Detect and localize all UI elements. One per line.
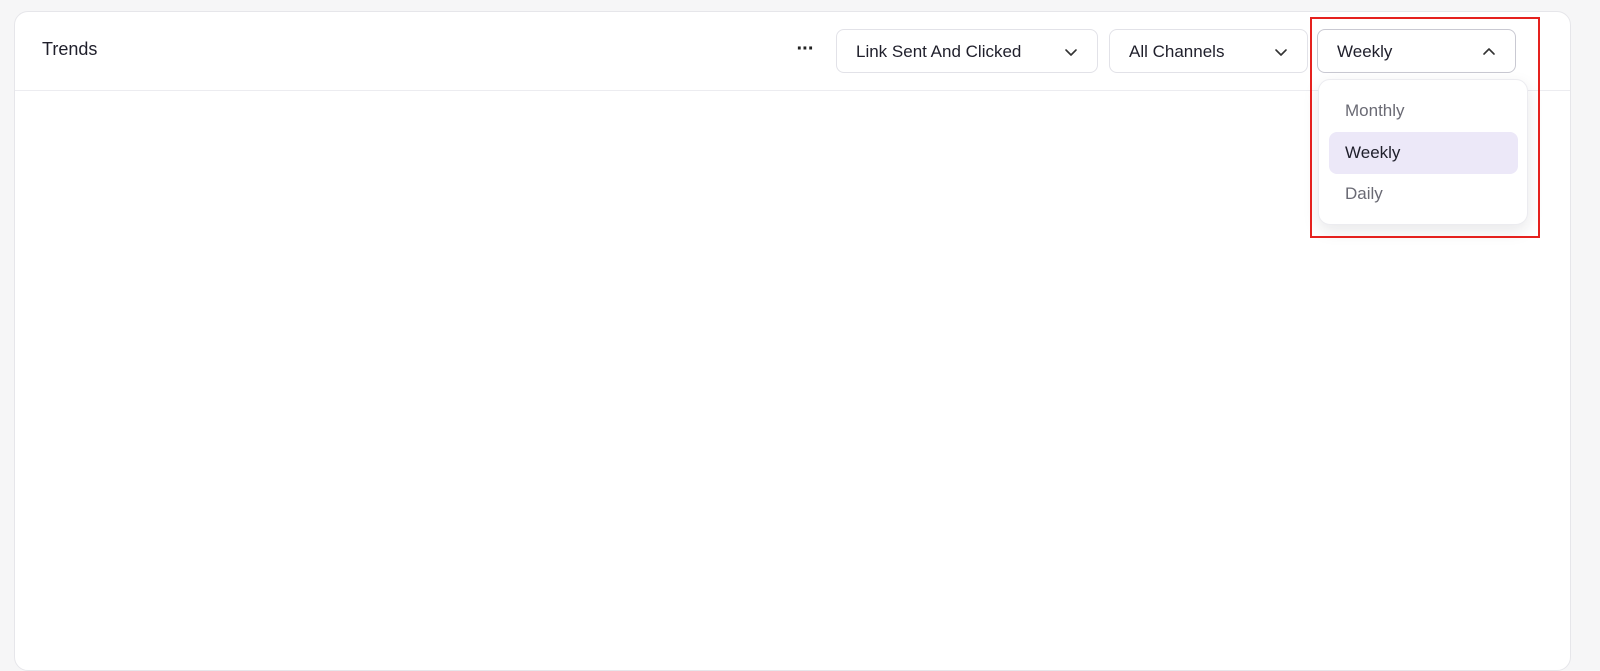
channel-select-value: All Channels (1129, 42, 1225, 61)
card-title: Trends (42, 39, 98, 59)
menu-item-weekly[interactable]: Weekly (1329, 132, 1518, 174)
menu-item-daily[interactable]: Daily (1329, 173, 1518, 215)
chevron-up-icon (1483, 48, 1495, 55)
channel-select[interactable]: All Channels (1109, 29, 1308, 73)
period-select-value: Weekly (1337, 42, 1393, 61)
chevron-down-icon (1065, 49, 1077, 56)
card-header: Trends ··· Link Sent And Clicked All Cha… (15, 12, 1570, 91)
highlight-box (1310, 17, 1540, 238)
metric-select-value: Link Sent And Clicked (856, 42, 1022, 61)
menu-item-monthly[interactable]: Monthly (1329, 90, 1518, 132)
menu-item-label: Monthly (1345, 101, 1405, 120)
ellipsis-icon[interactable]: ··· (796, 38, 815, 60)
metric-select[interactable]: Link Sent And Clicked (836, 29, 1098, 73)
period-select[interactable]: Weekly (1317, 29, 1516, 73)
period-dropdown-menu: Monthly Weekly Daily (1318, 79, 1528, 225)
menu-item-label: Daily (1345, 184, 1383, 203)
chevron-down-icon (1275, 49, 1287, 56)
menu-item-label: Weekly (1345, 143, 1401, 162)
